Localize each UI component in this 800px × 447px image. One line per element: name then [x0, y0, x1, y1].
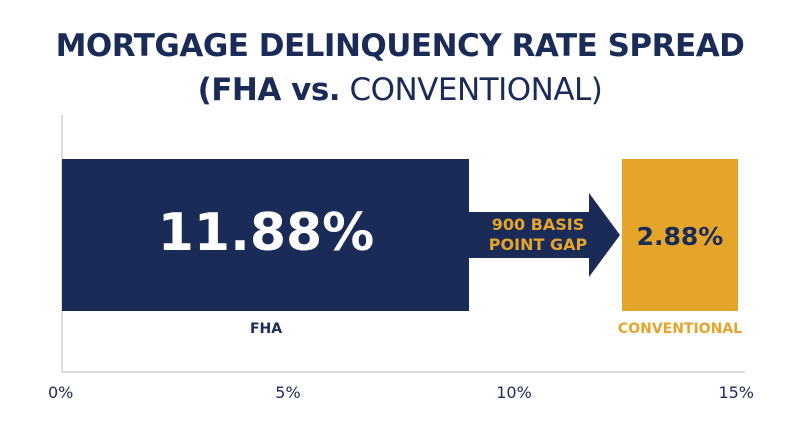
gap-arrow: [469, 193, 620, 277]
x-tick-label-15: 15%: [718, 383, 754, 402]
x-tick-label-5: 5%: [275, 383, 300, 402]
x-tick-label-10: 10%: [496, 383, 532, 402]
bar-fha-value-label: 11.88%: [158, 203, 375, 263]
bar-conventional-value-label: 2.88%: [637, 222, 724, 251]
subtitle-rest: CONVENTIONAL): [340, 72, 603, 108]
category-label-fha: FHA: [250, 321, 282, 337]
bar-conventional: [622, 159, 738, 311]
gap-arrow-label-line2: POINT GAP: [489, 235, 588, 254]
chart-subtitle: (FHA vs. CONVENTIONAL): [0, 72, 800, 108]
subtitle-bold: (FHA vs.: [197, 72, 341, 108]
gap-arrow-label-line1: 900 BASIS: [492, 215, 585, 234]
chart-title: MORTGAGE DELINQUENCY RATE SPREAD: [55, 28, 745, 64]
bar-fha: [62, 159, 469, 311]
category-label-conventional: CONVENTIONAL: [618, 321, 742, 337]
x-tick-label-0: 0%: [48, 383, 73, 402]
